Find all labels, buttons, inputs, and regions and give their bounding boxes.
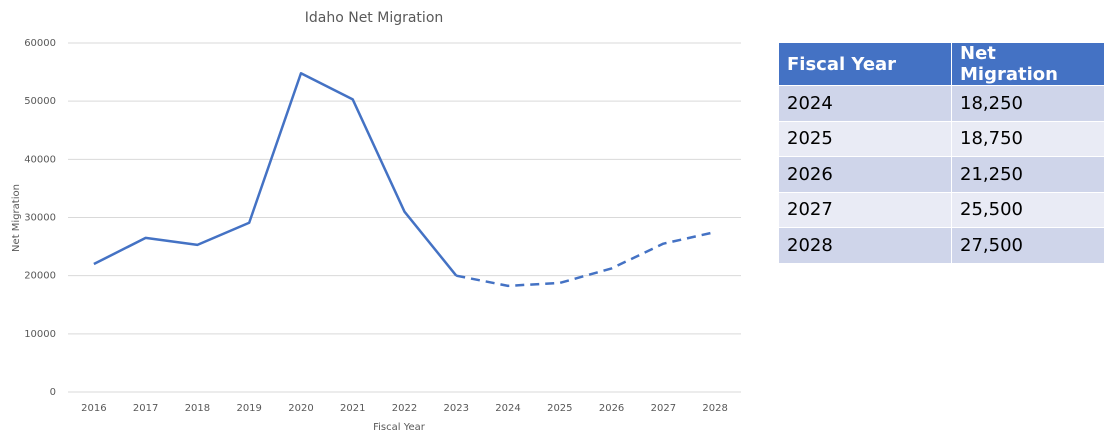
x-tick-label: 2028	[702, 403, 727, 414]
x-tick-label: 2017	[133, 403, 158, 414]
line-series	[93, 71, 458, 277]
y-tick-label: 30000	[24, 213, 56, 224]
x-tick-label: 2023	[444, 403, 469, 414]
x-tick-label: 2016	[81, 403, 106, 414]
x-tick-label: 2018	[185, 403, 210, 414]
y-tick-label: 50000	[24, 96, 56, 107]
table-cell: 2026	[778, 156, 952, 193]
table-cell: 18,250	[951, 85, 1105, 122]
chart: Idaho Net Migration Fiscal Year Net Migr…	[11, 10, 741, 433]
x-axis-label: Fiscal Year	[373, 422, 426, 433]
table-row: 2026 21,250	[778, 156, 1105, 193]
x-tick-label: 2021	[340, 403, 365, 414]
table-row: 2024 18,250	[778, 85, 1105, 122]
table-cell: 27,500	[951, 227, 1105, 264]
x-tick-label: 2019	[236, 403, 261, 414]
table-body: 2024 18,250 2025 18,750 2026 21,250 2027 25,500…	[778, 85, 1105, 264]
table-cell: 2027	[778, 191, 952, 228]
y-axis-label: Net Migration	[11, 184, 22, 252]
table-row: 2027 25,500	[778, 191, 1105, 228]
table-cell: 18,750	[951, 120, 1105, 157]
table-cell: 2028	[778, 227, 952, 264]
y-tick-label: 0	[50, 387, 56, 398]
table: Fiscal Year Net Migration 2024 18,250 2025 1…	[778, 42, 1105, 264]
table-cell: 25,500	[951, 191, 1105, 228]
table-cell: 2025	[778, 120, 952, 157]
x-tick-label: 2027	[651, 403, 676, 414]
y-tick-label: 40000	[24, 154, 56, 165]
x-tick-label: 2025	[547, 403, 572, 414]
y-tick-label: 20000	[24, 271, 56, 282]
table-row: 2028 27,500	[778, 227, 1105, 264]
table-row: 2025 18,750	[778, 120, 1105, 157]
header-row: Fiscal Year Net Migration	[778, 42, 1105, 86]
header-cell: Net Migration	[951, 42, 1105, 86]
table-cell: 21,250	[951, 156, 1105, 193]
table-cell: 2024	[778, 85, 952, 122]
y-tick-label: 10000	[24, 329, 56, 340]
chart-title: Idaho Net Migration	[305, 10, 444, 26]
header-cell: Fiscal Year	[778, 42, 952, 86]
x-tick-label: 2026	[599, 403, 624, 414]
line-series	[456, 230, 716, 288]
x-tick-label: 2024	[495, 403, 520, 414]
y-tick-label: 60000	[24, 38, 56, 49]
x-tick-label: 2020	[288, 403, 313, 414]
x-tick-label: 2022	[392, 403, 417, 414]
